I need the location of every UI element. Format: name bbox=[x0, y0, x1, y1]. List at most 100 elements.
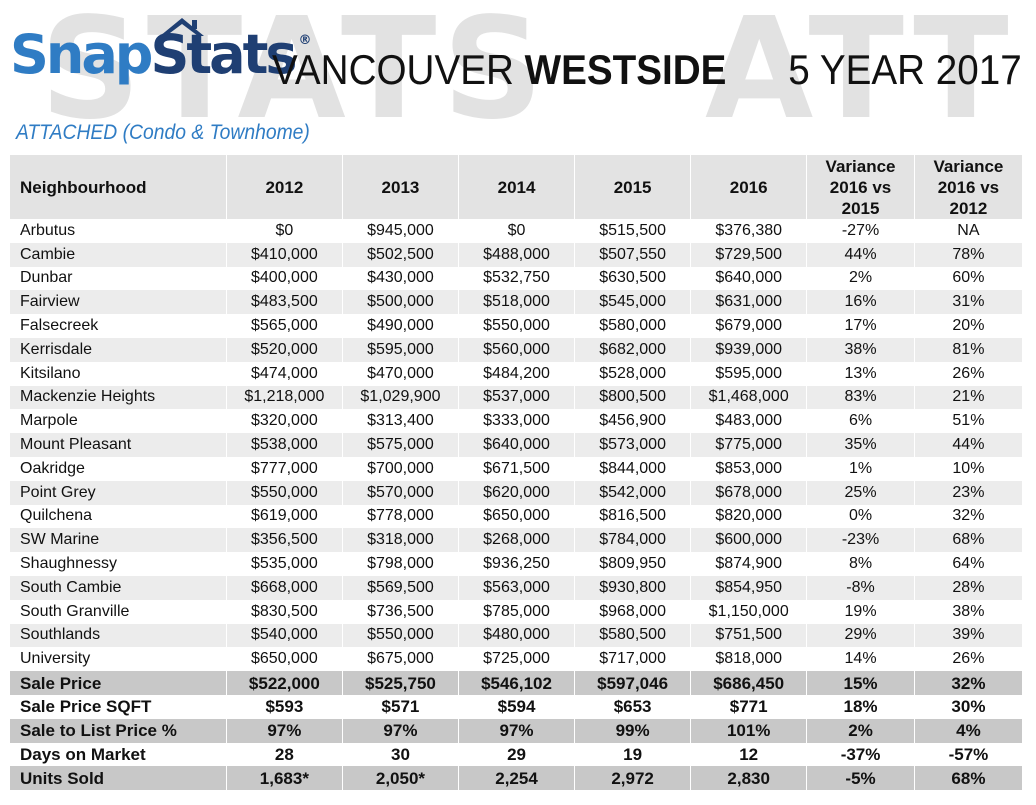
table-cell: $630,500 bbox=[574, 266, 692, 291]
table-cell: 97% bbox=[458, 718, 576, 743]
logo-snap: Snap bbox=[10, 23, 153, 86]
table-cell: 20% bbox=[914, 314, 1022, 338]
table-cell: $736,500 bbox=[342, 599, 459, 624]
column-header-line: 2013 bbox=[381, 177, 420, 197]
table-cell: $820,000 bbox=[690, 504, 808, 529]
row-label: Fairview bbox=[10, 290, 227, 315]
table-cell: 2% bbox=[806, 718, 915, 743]
neighbourhood-price-table: Neighbourhood 2012 2013 2014 2015 2016 Varianc… bbox=[10, 155, 1022, 791]
table-cell: $456,900 bbox=[574, 409, 692, 434]
table-cell: $595,000 bbox=[690, 361, 808, 386]
table-cell: 51% bbox=[914, 409, 1022, 434]
table-cell: -23% bbox=[806, 528, 915, 553]
table-cell: -27% bbox=[806, 219, 915, 243]
table-row: Oakridge $777,000 $700,000 $671,500 $844,000… bbox=[10, 456, 1022, 481]
table-cell: 44% bbox=[806, 242, 915, 267]
table-cell: $540,000 bbox=[226, 623, 343, 648]
table-cell: $600,000 bbox=[690, 528, 808, 553]
report-title: VANCOUVER WESTSIDE bbox=[272, 46, 726, 94]
table-row: Falsecreek $565,000 $490,000 $550,000 $580,0… bbox=[10, 314, 1022, 338]
table-cell: $550,000 bbox=[342, 623, 459, 648]
table-cell: 26% bbox=[914, 361, 1022, 386]
table-row: Marpole $320,000 $313,400 $333,000 $456,900 $… bbox=[10, 409, 1022, 434]
table-cell: $545,000 bbox=[574, 290, 692, 315]
table-cell: $830,500 bbox=[226, 599, 343, 624]
table-cell: $474,000 bbox=[226, 361, 343, 386]
table-cell: 97% bbox=[342, 718, 459, 743]
table-cell: $678,000 bbox=[690, 480, 808, 505]
table-row: South Cambie $668,000 $569,500 $563,000 $930… bbox=[10, 575, 1022, 600]
table-cell: 39% bbox=[914, 623, 1022, 648]
table-cell: $573,000 bbox=[574, 433, 692, 457]
table-cell: $538,000 bbox=[226, 433, 343, 457]
table-cell: $1,218,000 bbox=[226, 385, 343, 410]
row-label: Sale Price bbox=[10, 671, 227, 695]
table-cell: $968,000 bbox=[574, 599, 692, 624]
table-row: Shaughnessy $535,000 $798,000 $936,250 $809,… bbox=[10, 552, 1022, 576]
watermark-left: STATS bbox=[40, 0, 550, 151]
row-label: Days on Market bbox=[10, 742, 227, 767]
table-cell: 60% bbox=[914, 266, 1022, 291]
table-row: Mackenzie Heights $1,218,000 $1,029,900 $53… bbox=[10, 385, 1022, 410]
table-cell: $700,000 bbox=[342, 456, 459, 481]
table-cell: 44% bbox=[914, 433, 1022, 457]
table-cell: 17% bbox=[806, 314, 915, 338]
table-cell: $560,000 bbox=[458, 337, 576, 362]
column-header: 2014 bbox=[458, 155, 576, 219]
row-label: University bbox=[10, 647, 227, 672]
table-row: Kitsilano $474,000 $470,000 $484,200 $528,00… bbox=[10, 361, 1022, 386]
table-cell: 0% bbox=[806, 504, 915, 529]
table-cell: $542,000 bbox=[574, 480, 692, 505]
table-cell: $480,000 bbox=[458, 623, 576, 648]
table-cell: $483,500 bbox=[226, 290, 343, 315]
table-cell: $650,000 bbox=[458, 504, 576, 529]
table-cell: $507,550 bbox=[574, 242, 692, 267]
row-label: Units Sold bbox=[10, 766, 227, 791]
row-label: Sale to List Price % bbox=[10, 718, 227, 743]
table-cell: 2% bbox=[806, 266, 915, 291]
table-cell: $580,000 bbox=[574, 314, 692, 338]
column-header: Neighbourhood bbox=[10, 155, 227, 219]
table-cell: $470,000 bbox=[342, 361, 459, 386]
table-cell: $930,800 bbox=[574, 575, 692, 600]
table-row: Arbutus $0 $945,000 $0 $515,500 $376,380 -27% N… bbox=[10, 219, 1022, 243]
column-header-line: 2016 vs bbox=[937, 177, 1000, 197]
table-cell: $532,750 bbox=[458, 266, 576, 291]
table-cell: $0 bbox=[458, 219, 576, 243]
table-cell: $376,380 bbox=[690, 219, 808, 243]
column-header-line: 2012 bbox=[949, 198, 988, 218]
property-type-subtitle: ATTACHED (Condo & Townhome) bbox=[16, 121, 310, 144]
table-cell: 21% bbox=[914, 385, 1022, 410]
logo-registered: ® bbox=[298, 33, 312, 48]
row-label: South Granville bbox=[10, 599, 227, 624]
column-header-line: Neighbourhood bbox=[20, 177, 147, 197]
table-cell: 26% bbox=[914, 647, 1022, 672]
table-cell: 15% bbox=[806, 671, 915, 695]
table-cell: $619,000 bbox=[226, 504, 343, 529]
table-cell: $686,450 bbox=[690, 671, 808, 695]
table-cell: 30 bbox=[342, 742, 459, 767]
table-cell: 8% bbox=[806, 552, 915, 576]
table-cell: 13% bbox=[806, 361, 915, 386]
table-cell: 99% bbox=[574, 718, 692, 743]
table-body: Arbutus $0 $945,000 $0 $515,500 $376,380 -27% N… bbox=[10, 219, 1022, 791]
table-row: South Granville $830,500 $736,500 $785,000 $… bbox=[10, 599, 1022, 624]
snapstats-logo: Snap Stats ® bbox=[10, 18, 312, 86]
table-row: Quilchena $619,000 $778,000 $650,000 $816,50… bbox=[10, 504, 1022, 529]
table-cell: $490,000 bbox=[342, 314, 459, 338]
table-cell: $484,200 bbox=[458, 361, 576, 386]
table-cell: $631,000 bbox=[690, 290, 808, 315]
table-cell: $537,000 bbox=[458, 385, 576, 410]
table-cell: 2,050* bbox=[342, 766, 459, 791]
summary-row: Sale Price SQFT $593 $571 $594 $653 $771 18% 30… bbox=[10, 694, 1022, 719]
table-cell: $620,000 bbox=[458, 480, 576, 505]
table-cell: $400,000 bbox=[226, 266, 343, 291]
row-label: SW Marine bbox=[10, 528, 227, 553]
table-cell: 29% bbox=[806, 623, 915, 648]
table-cell: $1,029,900 bbox=[342, 385, 459, 410]
table-cell: $550,000 bbox=[226, 480, 343, 505]
table-cell: $565,000 bbox=[226, 314, 343, 338]
table-row: Point Grey $550,000 $570,000 $620,000 $542,0… bbox=[10, 480, 1022, 505]
table-cell: 23% bbox=[914, 480, 1022, 505]
table-cell: 1% bbox=[806, 456, 915, 481]
